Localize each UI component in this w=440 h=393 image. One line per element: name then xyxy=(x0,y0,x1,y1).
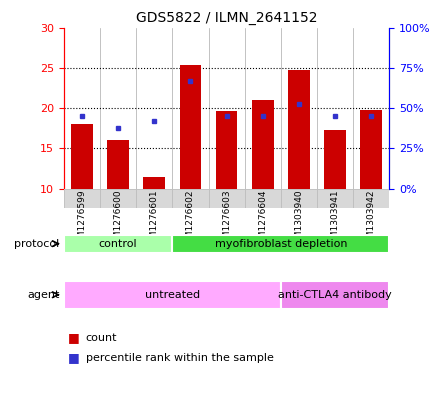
Title: GDS5822 / ILMN_2641152: GDS5822 / ILMN_2641152 xyxy=(136,11,317,25)
Bar xyxy=(64,235,172,252)
Text: GSM1276599: GSM1276599 xyxy=(77,189,86,250)
Bar xyxy=(281,189,317,208)
Bar xyxy=(100,189,136,208)
Bar xyxy=(288,70,310,189)
Text: GSM1303941: GSM1303941 xyxy=(330,189,340,250)
Bar xyxy=(252,100,274,189)
Text: GSM1276604: GSM1276604 xyxy=(258,189,267,250)
Text: untreated: untreated xyxy=(145,290,200,300)
Bar xyxy=(107,140,129,189)
Text: GSM1303942: GSM1303942 xyxy=(367,189,376,250)
Text: control: control xyxy=(99,239,137,249)
Bar xyxy=(71,124,93,189)
Text: GSM1276601: GSM1276601 xyxy=(150,189,159,250)
Text: ■: ■ xyxy=(68,351,80,364)
Text: protocol: protocol xyxy=(14,239,59,249)
Text: GSM1276603: GSM1276603 xyxy=(222,189,231,250)
Bar xyxy=(324,130,346,189)
Text: GSM1303940: GSM1303940 xyxy=(294,189,304,250)
Bar xyxy=(64,189,100,208)
Text: GSM1276600: GSM1276600 xyxy=(114,189,123,250)
Bar xyxy=(360,110,382,189)
Text: GSM1276602: GSM1276602 xyxy=(186,189,195,250)
Text: count: count xyxy=(86,333,117,343)
Text: myofibroblast depletion: myofibroblast depletion xyxy=(215,239,347,249)
Bar xyxy=(136,189,172,208)
Bar xyxy=(216,111,238,189)
Bar xyxy=(353,189,389,208)
Bar xyxy=(281,281,389,309)
Text: percentile rank within the sample: percentile rank within the sample xyxy=(86,353,274,363)
Bar xyxy=(172,235,389,252)
Bar xyxy=(180,65,201,189)
Bar xyxy=(317,189,353,208)
Bar xyxy=(143,176,165,189)
Text: anti-CTLA4 antibody: anti-CTLA4 antibody xyxy=(278,290,392,300)
Bar xyxy=(209,189,245,208)
Bar xyxy=(245,189,281,208)
Bar xyxy=(64,281,281,309)
Bar xyxy=(172,189,209,208)
Text: ■: ■ xyxy=(68,331,80,345)
Text: agent: agent xyxy=(27,290,59,300)
